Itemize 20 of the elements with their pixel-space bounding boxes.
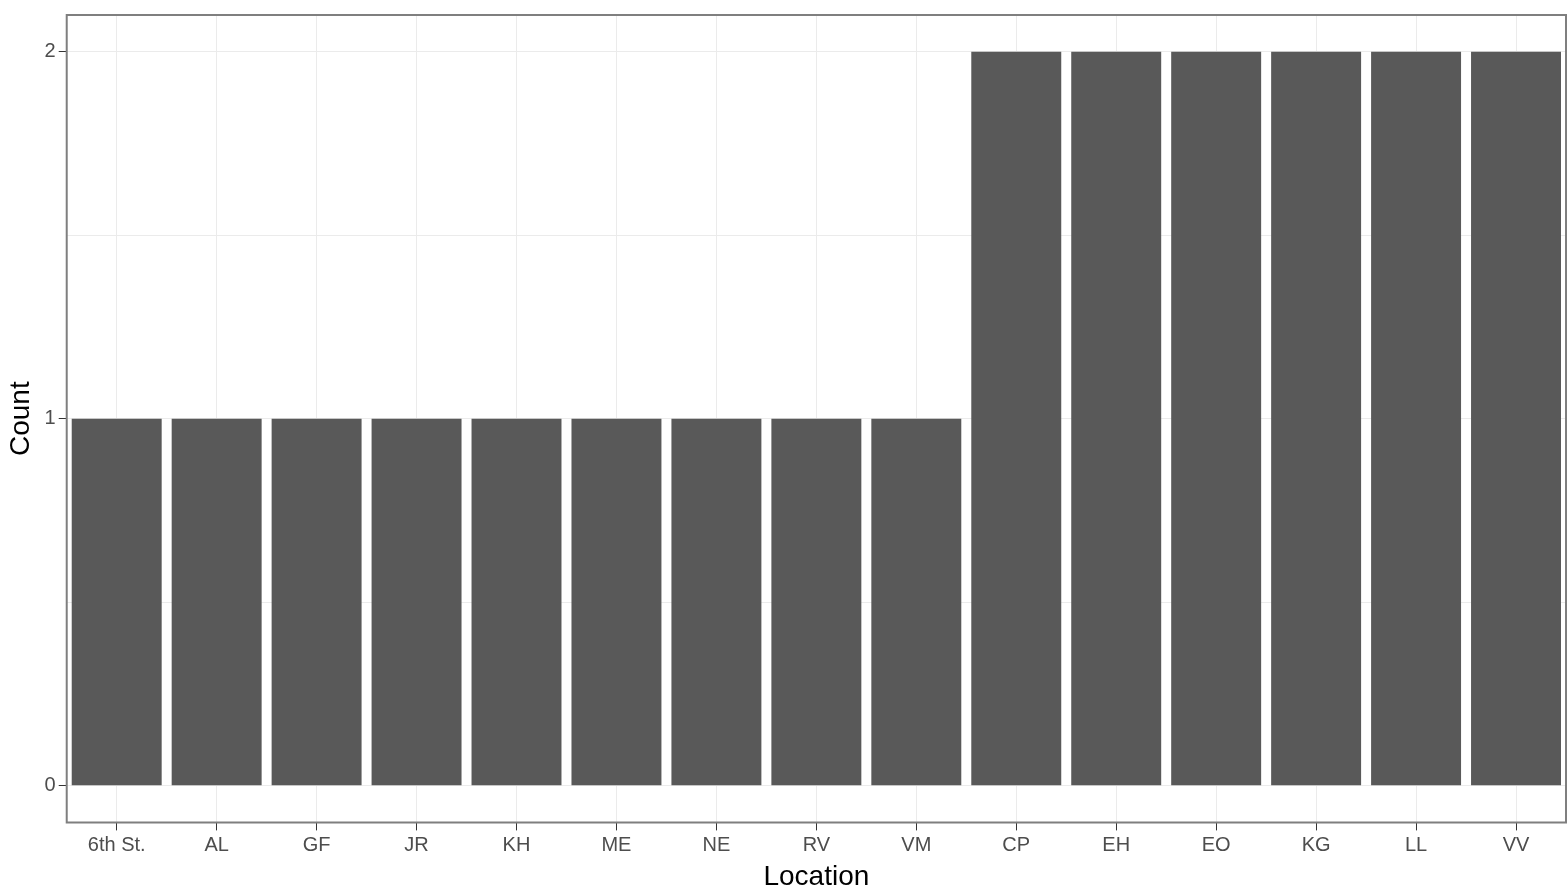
y-axis-title: Count	[3, 381, 35, 457]
x-tick-label: VM	[901, 832, 932, 855]
x-tick-label: NE	[702, 832, 731, 855]
x-tick-label: EH	[1102, 832, 1131, 855]
x-tick-label: KG	[1301, 832, 1331, 855]
x-tick-label: VV	[1502, 832, 1531, 855]
y-tick-label: 2	[44, 39, 56, 62]
x-tick-label: EO	[1201, 832, 1231, 855]
x-tick-label: ME	[601, 832, 632, 855]
y-tick-label: 1	[44, 406, 56, 429]
x-tick-label: KH	[502, 832, 531, 855]
x-tick-label: 6th St.	[87, 832, 146, 855]
x-tick-label: LL	[1404, 832, 1428, 855]
x-tick-label: CP	[1002, 832, 1031, 855]
x-tick-label: AL	[204, 832, 229, 855]
x-axis-title: Location	[763, 859, 870, 891]
x-tick-label: GF	[302, 832, 331, 855]
x-tick-label: JR	[404, 832, 429, 855]
x-tick-label: RV	[802, 832, 831, 855]
y-tick-label: 0	[44, 773, 56, 796]
